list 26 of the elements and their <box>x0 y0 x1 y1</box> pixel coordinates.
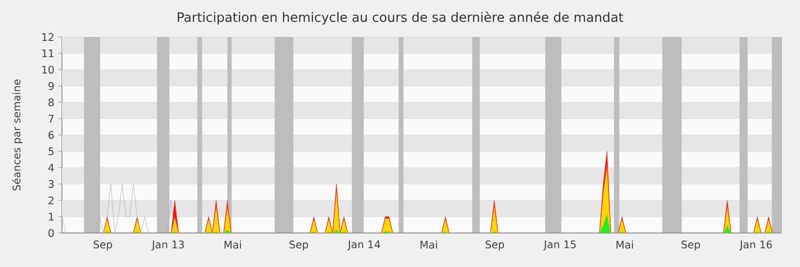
y-tick-label: 10 <box>42 66 54 74</box>
chart-title: Participation en hemicycle au cours de sa dernière année de mandat <box>178 11 624 25</box>
y-tick-label: 8 <box>48 98 54 106</box>
y-tick-label: 4 <box>48 164 54 172</box>
x-tick-label: Jan 14 <box>347 240 380 250</box>
y-axis-title: Séances par semaine <box>12 79 22 190</box>
y-tick-label: 7 <box>48 114 54 122</box>
y-tick-label: 0 <box>48 229 54 237</box>
y-tick-label: 5 <box>48 147 54 156</box>
x-tick-label: Sep <box>94 240 112 250</box>
y-tick-label: 11 <box>42 50 54 58</box>
y-tick-label: 2 <box>48 196 54 204</box>
x-tick-label: Sep <box>290 240 308 250</box>
x-tick-label: Jan 15 <box>543 240 576 250</box>
y-tick-label: 12 <box>42 33 54 41</box>
x-tick-label: Jan 13 <box>151 240 184 250</box>
x-tick-label: Mai <box>224 240 241 249</box>
y-tick-label: 9 <box>48 82 54 90</box>
x-tick-label: Sep <box>682 240 700 250</box>
x-tick-label: Mai <box>616 240 633 249</box>
x-tick-label: Mai <box>420 240 437 249</box>
y-tick-label: 6 <box>48 131 54 139</box>
x-tick-label: Sep <box>486 240 504 250</box>
x-tick-label: Jan 16 <box>739 240 772 250</box>
y-tick-label: 1 <box>48 212 54 220</box>
y-tick-label: 3 <box>48 180 54 188</box>
